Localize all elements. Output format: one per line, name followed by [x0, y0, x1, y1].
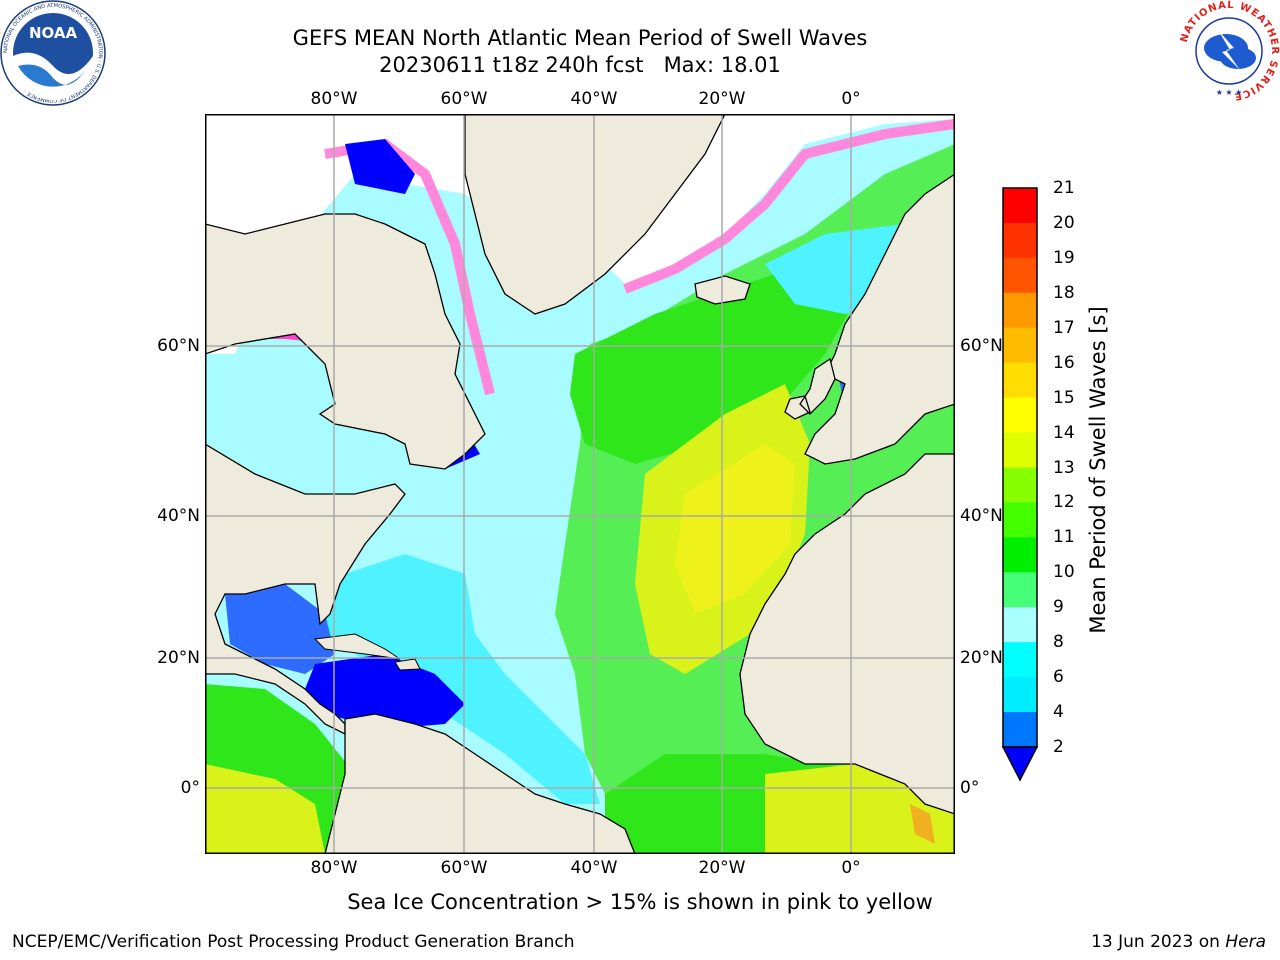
- lat-label-right: 40°N: [960, 506, 1003, 526]
- colorbar-segment: [1003, 677, 1037, 713]
- colorbar-tick-label: 2: [1053, 737, 1064, 757]
- colorbar-segment: [1003, 327, 1037, 364]
- colorbar-segment: [1003, 572, 1037, 608]
- land-cuba: [313, 633, 401, 660]
- colorbar-segment: [1003, 188, 1037, 224]
- lat-label-right: 0°: [960, 778, 980, 798]
- swell-yellow: [675, 444, 795, 614]
- lat-label-left: 0°: [180, 778, 200, 798]
- land-south-america: [324, 713, 636, 854]
- colorbar-tick-label: 4: [1053, 702, 1064, 723]
- colorbar-segment: [1003, 537, 1037, 573]
- colorbar-tick-label: 11: [1053, 527, 1075, 548]
- swell-yellow-southwest: [205, 764, 325, 854]
- title-line-2: 20230611 t18z 240h fcst Max: 18.01: [379, 53, 781, 77]
- colorbar-segment: [1003, 467, 1037, 503]
- colorbar-segment: [1003, 362, 1037, 399]
- land-greenland: [464, 114, 726, 315]
- swell-cyan-west: [315, 554, 600, 804]
- svg-text:★ ★ ★: ★ ★ ★: [1216, 88, 1243, 97]
- lon-label-top: 40°W: [570, 89, 618, 109]
- noaa-logo-icon: NATIONAL OCEANIC AND ATMOSPHERIC ADMINIS…: [0, 0, 106, 106]
- colorbar-tick-label: 9: [1053, 597, 1064, 618]
- swell-period-map: [205, 114, 955, 854]
- colorbar-tick-label: 12: [1053, 492, 1075, 513]
- land-africa-europe: [739, 173, 955, 815]
- lon-label-top: 60°W: [440, 89, 488, 109]
- lat-label-left: 20°N: [157, 648, 200, 668]
- sea-ice-note: Sea Ice Concentration > 15% is shown in …: [347, 890, 933, 914]
- colorbar-segment: [1003, 257, 1037, 294]
- colorbar-segment: [1003, 222, 1037, 259]
- colorbar: [1001, 187, 1039, 782]
- colorbar-tick-label: 20: [1053, 212, 1075, 233]
- lat-label-right: 20°N: [960, 648, 1003, 668]
- colorbar-segment: [1003, 642, 1037, 678]
- swell-orange-spot: [910, 804, 935, 844]
- lon-label-bottom: 80°W: [310, 858, 358, 878]
- lon-label-top: 0°: [841, 89, 861, 109]
- map-gridlines: [205, 114, 955, 854]
- colorbar-segment: [1003, 292, 1037, 329]
- lon-label-top: 20°W: [698, 89, 746, 109]
- colorbar-segment: [1003, 432, 1037, 468]
- lat-label-left: 60°N: [157, 336, 200, 356]
- sea-ice-magenta-baffin: [345, 139, 415, 194]
- colorbar-segment: [1003, 607, 1037, 643]
- land-hispaniola: [394, 658, 421, 671]
- sea-ice-pink-east: [623, 119, 955, 294]
- lon-label-bottom: 20°W: [698, 858, 746, 878]
- colorbar-tick-label: 10: [1053, 562, 1075, 583]
- colorbar-under-triangle: [1001, 746, 1039, 782]
- swell-blue-gulf: [225, 584, 335, 674]
- colorbar-tick-label: 18: [1053, 282, 1075, 303]
- lon-label-bottom: 0°: [841, 858, 861, 878]
- colorbar-tick-label: 15: [1053, 387, 1075, 408]
- lat-label-left: 40°N: [157, 506, 200, 526]
- footer-date-text: 13 Jun 2023 on: [1091, 932, 1226, 952]
- colorbar-tick-label: 13: [1053, 457, 1075, 478]
- title-line-1: GEFS MEAN North Atlantic Mean Period of …: [292, 26, 868, 50]
- lon-label-bottom: 40°W: [570, 858, 618, 878]
- colorbar-tick-label: 6: [1053, 667, 1064, 688]
- lon-label-top: 80°W: [310, 89, 358, 109]
- footer-credit: NCEP/EMC/Verification Post Processing Pr…: [12, 932, 575, 952]
- colorbar-tick-label: 16: [1053, 352, 1075, 373]
- footer-machine: Hera: [1225, 932, 1266, 952]
- colorbar-segment: [1003, 397, 1037, 434]
- lat-label-right: 60°N: [960, 336, 1003, 356]
- lon-label-bottom: 60°W: [440, 858, 488, 878]
- colorbar-segment: [1003, 502, 1037, 538]
- colorbar-tick-label: 19: [1053, 247, 1075, 268]
- colorbar-tick-label: 8: [1053, 632, 1064, 653]
- land-british-isles: [784, 357, 836, 420]
- colorbar-tick-label: 14: [1053, 422, 1075, 443]
- colorbar-tick-label: 21: [1053, 178, 1075, 198]
- noaa-logo-text: NOAA: [29, 24, 78, 42]
- footer-date: 13 Jun 2023 on Hera: [1091, 932, 1266, 952]
- land-north-america: [205, 114, 486, 736]
- nws-logo-icon: NATIONAL WEATHER SERVICE ★ ★ ★: [1179, 0, 1279, 102]
- colorbar-tick-label: 17: [1053, 317, 1075, 338]
- swell-deep-blue-caribbean: [305, 654, 465, 729]
- swell-bright-green: [570, 264, 865, 464]
- colorbar-label: Mean Period of Swell Waves [s]: [1086, 306, 1110, 634]
- colorbar-segment: [1003, 712, 1037, 748]
